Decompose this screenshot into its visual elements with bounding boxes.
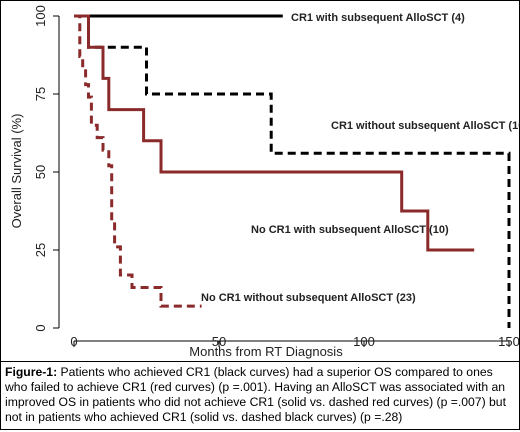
survival-curve <box>74 14 202 308</box>
x-tick-label: 150 <box>498 334 519 349</box>
y-tick-label: 25 <box>33 243 48 257</box>
x-tick-label: 50 <box>212 334 226 349</box>
series-label: No CR1 without subsequent AlloSCT (23) <box>201 292 416 304</box>
y-tick-label: 0 <box>33 324 48 331</box>
series-label: No CR1 with subsequent AlloSCT (10) <box>251 224 449 236</box>
series-label: CR1 without subsequent AlloSCT (10) <box>331 120 519 132</box>
series-label: CR1 with subsequent AlloSCT (4) <box>291 12 465 24</box>
caption-text: Patients who achieved CR1 (black curves)… <box>5 365 506 424</box>
survival-curve <box>74 14 511 328</box>
y-tick-label: 100 <box>33 5 48 27</box>
caption: Figure-1: Patients who achieved CR1 (bla… <box>1 361 519 432</box>
x-tick-label: 0 <box>70 334 77 349</box>
caption-label: Figure-1: <box>5 365 58 379</box>
x-tick-label: 100 <box>353 334 375 349</box>
y-axis-label: Overall Survival (%) <box>9 114 24 229</box>
y-tick-label: 75 <box>33 87 48 101</box>
x-axis-label: Months from RT Diagnosis <box>189 344 343 359</box>
chart: Months from RT Diagnosis Overall Surviva… <box>9 5 519 359</box>
y-tick-label: 50 <box>33 165 48 179</box>
survival-curve <box>74 14 475 252</box>
